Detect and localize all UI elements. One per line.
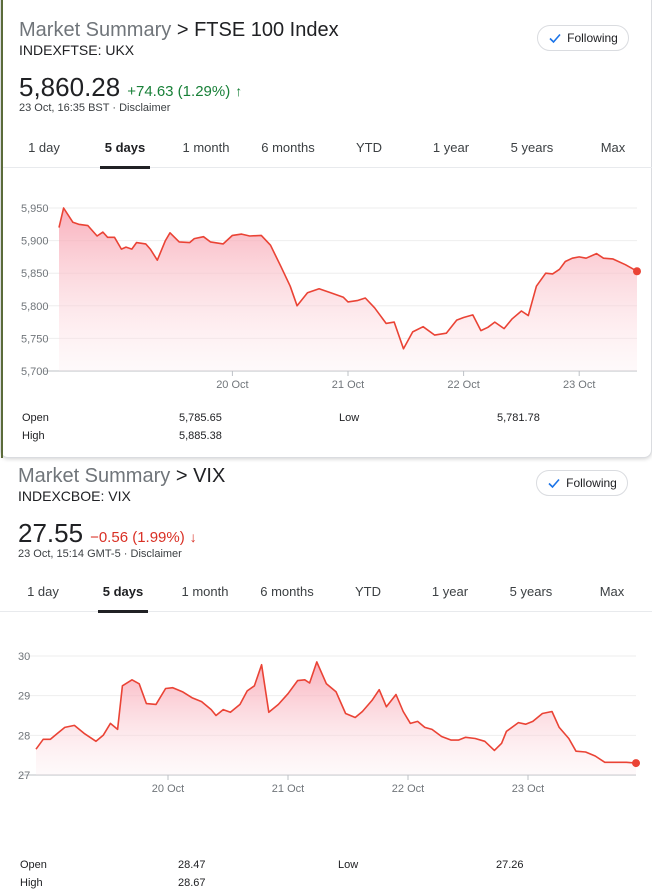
- tab-max[interactable]: Max: [599, 583, 625, 599]
- low-label: Low: [339, 412, 360, 424]
- x-tick-label: 22 Oct: [392, 783, 424, 795]
- y-tick-label: 30: [18, 651, 30, 663]
- price-chart[interactable]: 5,700 5,750 5,800 5,850 5,900 5,950 20 Oct 21 O…: [1, 190, 652, 400]
- tab-1-month[interactable]: 1 month: [181, 583, 229, 599]
- high-label: High: [22, 430, 45, 442]
- y-tick-label: 5,900: [21, 236, 49, 248]
- breadcrumb-market-summary[interactable]: Market Summary: [18, 465, 171, 487]
- high-label: High: [20, 877, 43, 889]
- price-change-value: +74.63 (1.29%): [127, 83, 231, 100]
- card-title: Market Summary > FTSE 100 Index: [19, 18, 339, 42]
- low-label: Low: [338, 859, 359, 871]
- y-tick-label: 5,700: [21, 366, 49, 378]
- x-tick-label: 21 Oct: [332, 379, 364, 391]
- index-name: VIX: [193, 465, 226, 487]
- series-line: [58, 207, 638, 350]
- y-tick-label: 5,800: [21, 301, 49, 313]
- tab-5-days[interactable]: 5 days: [100, 126, 150, 169]
- y-tick-label: 5,850: [21, 268, 49, 280]
- disclaimer-link[interactable]: Disclaimer: [130, 548, 182, 560]
- range-tabs: 1 day 5 days 1 month 6 months YTD 1 year…: [1, 126, 652, 169]
- x-tick-label: 20 Oct: [152, 783, 184, 795]
- price-change: −0.56 (1.99%) ↓: [90, 529, 197, 546]
- breadcrumb-market-summary[interactable]: Market Summary: [19, 19, 172, 41]
- tab-5-days[interactable]: 5 days: [98, 570, 148, 613]
- ticker-symbol: INDEXFTSE: UKX: [19, 42, 135, 58]
- card-title: Market Summary > VIX: [18, 464, 225, 488]
- high-value: 28.67: [178, 877, 206, 889]
- price-row: 27.55 −0.56 (1.99%) ↓: [18, 518, 197, 548]
- tab-ytd[interactable]: YTD: [355, 583, 381, 599]
- tab-max[interactable]: Max: [600, 139, 626, 155]
- high-value: 5,885.38: [179, 430, 222, 442]
- open-label: Open: [20, 859, 47, 871]
- arrow-up-icon: ↑: [235, 83, 243, 99]
- low-value: 27.26: [496, 859, 524, 871]
- low-value: 5,781.78: [497, 412, 540, 424]
- y-tick-label: 5,950: [21, 203, 49, 215]
- tab-1-year[interactable]: 1 year: [431, 583, 469, 599]
- check-icon: [548, 478, 560, 489]
- tab-5-years[interactable]: 5 years: [510, 139, 554, 155]
- following-button[interactable]: Following: [537, 25, 629, 51]
- tab-6-months[interactable]: 6 months: [261, 139, 315, 155]
- y-tick-label: 28: [18, 730, 30, 742]
- x-tick-label: 23 Oct: [512, 783, 544, 795]
- stock-card-vix: Market Summary > VIX INDEXCBOE: VIX Foll…: [0, 458, 652, 896]
- last-point-marker: [633, 267, 641, 276]
- last-point-marker: [632, 759, 640, 768]
- y-tick-label: 27: [18, 770, 30, 782]
- timestamp: 23 Oct, 15:14 GMT-5: [18, 548, 121, 560]
- series-line: [35, 661, 637, 764]
- tab-1-day[interactable]: 1 day: [28, 139, 60, 155]
- following-button[interactable]: Following: [536, 470, 628, 496]
- price-chart[interactable]: 27 28 29 30 20 Oct 21 Oct 22 Oct 23 Oct: [0, 640, 652, 850]
- tab-6-months[interactable]: 6 months: [260, 583, 314, 599]
- breadcrumb-separator: >: [176, 19, 189, 41]
- open-label: Open: [22, 412, 49, 424]
- range-tabs: 1 day 5 days 1 month 6 months YTD 1 year…: [0, 570, 652, 613]
- tab-5-years[interactable]: 5 years: [509, 583, 553, 599]
- x-tick-label: 20 Oct: [216, 379, 248, 391]
- x-tick-label: 22 Oct: [447, 379, 479, 391]
- series-area: [59, 208, 637, 371]
- following-label: Following: [567, 31, 618, 45]
- disclaimer-link[interactable]: Disclaimer: [119, 102, 171, 114]
- tab-ytd[interactable]: YTD: [356, 139, 382, 155]
- breadcrumb-separator: >: [175, 465, 188, 487]
- index-name: FTSE 100 Index: [194, 19, 339, 41]
- current-price: 5,860.28: [19, 72, 121, 102]
- x-tick-label: 23 Oct: [563, 379, 595, 391]
- ticker-symbol: INDEXCBOE: VIX: [18, 488, 131, 504]
- timestamp-line: 23 Oct, 15:14 GMT-5 · Disclaimer: [18, 548, 182, 560]
- y-tick-label: 29: [18, 691, 30, 703]
- window-edge: [1, 0, 3, 458]
- price-change-value: −0.56 (1.99%): [90, 529, 185, 546]
- y-tick-label: 5,750: [21, 333, 49, 345]
- stock-card-ftse: Market Summary > FTSE 100 Index INDEXFTS…: [0, 0, 652, 458]
- series-area: [36, 661, 636, 775]
- price-row: 5,860.28 +74.63 (1.29%) ↑: [19, 72, 242, 102]
- timestamp: 23 Oct, 16:35 BST: [19, 102, 110, 114]
- current-price: 27.55: [18, 518, 84, 548]
- timestamp-line: 23 Oct, 16:35 BST · Disclaimer: [19, 102, 171, 114]
- tab-1-day[interactable]: 1 day: [27, 583, 59, 599]
- following-label: Following: [566, 476, 617, 490]
- tab-1-year[interactable]: 1 year: [432, 139, 470, 155]
- open-value: 5,785.65: [179, 412, 222, 424]
- price-change: +74.63 (1.29%) ↑: [127, 83, 242, 100]
- tab-1-month[interactable]: 1 month: [182, 139, 230, 155]
- check-icon: [549, 33, 561, 44]
- x-tick-label: 21 Oct: [272, 783, 304, 795]
- arrow-down-icon: ↓: [189, 529, 197, 545]
- open-value: 28.47: [178, 859, 206, 871]
